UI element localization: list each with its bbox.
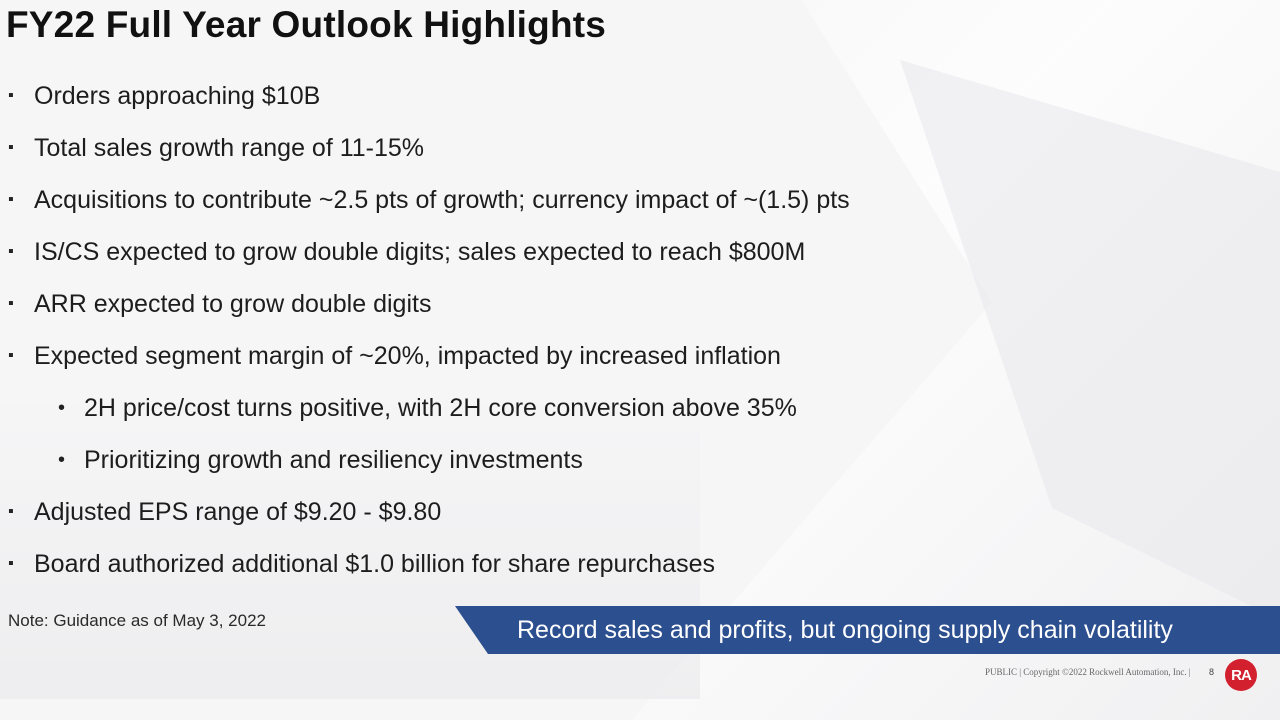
highlight-banner	[455, 606, 1280, 654]
bullet-text: Acquisitions to contribute ~2.5 pts of g…	[34, 186, 850, 214]
bullet-marker-icon: ▪	[8, 503, 14, 520]
guidance-note: Note: Guidance as of May 3, 2022	[8, 611, 266, 630]
bullet-marker-icon: ▪	[8, 191, 14, 208]
bullet-text: ARR expected to grow double digits	[34, 290, 432, 318]
copyright-footer: PUBLIC | Copyright ©2022 Rockwell Automa…	[985, 667, 1191, 677]
bullet-text: Expected segment margin of ~20%, impacte…	[34, 342, 781, 370]
bullet-text: Board authorized additional $1.0 billion…	[34, 550, 715, 578]
bullet-text: Orders approaching $10B	[34, 82, 321, 110]
bullet-marker-icon: ▪	[8, 243, 14, 260]
bullet-marker-icon: •	[58, 449, 66, 471]
bullet-text: Total sales growth range of 11-15%	[34, 134, 425, 162]
rockwell-logo: RA	[1225, 659, 1257, 691]
bullet-text: 2H price/cost turns positive, with 2H co…	[84, 394, 797, 422]
bullet-text: Adjusted EPS range of $9.20 - $9.80	[34, 498, 442, 526]
background-shape	[900, 60, 1280, 620]
page-number: 8	[1209, 667, 1215, 677]
bullet-text: Prioritizing growth and resiliency inves…	[84, 446, 583, 474]
bullet-text: IS/CS expected to grow double digits; sa…	[34, 238, 806, 266]
slide-title: FY22 Full Year Outlook Highlights	[6, 4, 607, 45]
highlight-banner-text: Record sales and profits, but ongoing su…	[517, 616, 1173, 644]
logo-text: RA	[1231, 666, 1252, 684]
bullet-marker-icon: ▪	[8, 555, 14, 572]
bullet-marker-icon: •	[58, 397, 66, 419]
bullet-marker-icon: ▪	[8, 347, 14, 364]
bullet-marker-icon: ▪	[8, 295, 14, 312]
bullet-marker-icon: ▪	[8, 87, 14, 104]
bullet-marker-icon: ▪	[8, 139, 14, 156]
